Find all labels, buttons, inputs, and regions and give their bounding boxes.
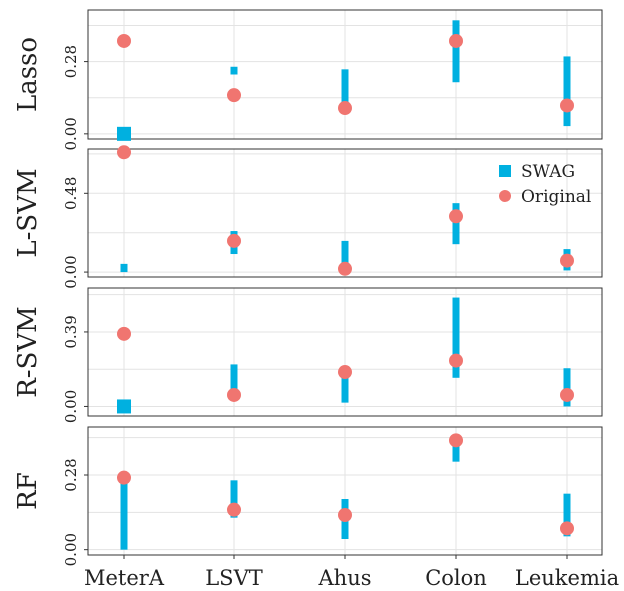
legend: SWAG Original [499,162,591,207]
y-tick-label: 0.48 [62,177,80,210]
original-point-colon [449,353,463,368]
legend-label-swag: SWAG [521,162,575,182]
swag-range-metera [120,263,128,273]
y-tick-label: 0.00 [62,533,80,566]
panel-frame [87,9,603,140]
original-point-leukemia [560,253,574,268]
original-point-colon [449,33,463,48]
x-tick-label: LSVT [205,566,263,590]
original-point-leukemia [560,387,574,402]
swag-range-colon [452,435,460,462]
legend-label-original: Original [521,187,591,207]
y-tick-label: 0.00 [62,117,80,150]
swag-range-ahus [341,240,349,271]
original-point-lsvt [227,502,241,517]
original-point-lsvt [227,233,241,248]
panel-frame [87,287,603,417]
x-axis: MeterA LSVT Ahus Colon Leukemia [84,555,619,590]
panel-l-svm: 0.00 0.48 L-SVM [13,145,603,289]
y-tick-label: 0.00 [62,390,80,423]
x-tick-label: Leukemia [515,566,619,590]
panel-label: R-SVM [13,306,43,398]
panel-rf: 0.00 0.28 RF [13,426,603,566]
swag-range-lsvt [230,480,238,518]
original-point-lsvt [227,88,241,103]
original-point-ahus [338,261,352,276]
panel-label: Lasso [13,37,43,112]
y-tick-label: 0.28 [62,45,80,78]
x-tick-label: Colon [425,566,487,590]
swag-range-leukemia [563,56,571,127]
y-tick-label: 0.28 [62,458,80,491]
original-point-metera [117,145,131,160]
x-tick-label: MeterA [84,566,165,590]
original-point-leukemia [560,521,574,536]
swag-range-colon [452,203,460,245]
swag-range-colon [452,297,460,378]
original-point-ahus [338,508,352,522]
swag-range-lsvt [230,364,238,390]
original-point-ahus [338,365,352,380]
swag-range-ahus [341,69,349,114]
original-point-colon [449,209,463,224]
x-tick-label: Ahus [318,566,372,590]
panel-label: L-SVM [13,168,43,257]
swag-range-metera [117,126,131,141]
y-tick-label: 0.00 [62,255,80,288]
original-point-ahus [338,101,352,116]
swag-range-colon [452,20,460,83]
legend-key-swag [499,165,511,177]
legend-key-original [499,190,511,202]
y-tick-label: 0.39 [62,315,80,348]
swag-range-lsvt [230,66,238,75]
panels-group: 0.000.28Lasso0.000.48L-SVM0.000.39R-SVM0… [13,9,603,566]
panel-frame [87,148,603,278]
swag-range-leukemia [563,368,571,407]
panel-r-svm: 0.00 0.39 R-SVM [13,287,603,423]
original-point-colon [449,433,463,448]
panel-lasso: 0.00 0.28 Lasso [13,9,603,151]
swag-range-ahus [341,368,349,403]
swag-range-metera [120,480,128,550]
original-point-metera [117,33,131,48]
original-point-leukemia [560,98,574,113]
original-point-lsvt [227,387,241,402]
swag-range-leukemia [563,493,571,537]
original-point-metera [117,470,131,485]
swag-range-metera [117,399,131,414]
panel-label: RF [13,472,43,510]
original-point-metera [117,326,131,341]
